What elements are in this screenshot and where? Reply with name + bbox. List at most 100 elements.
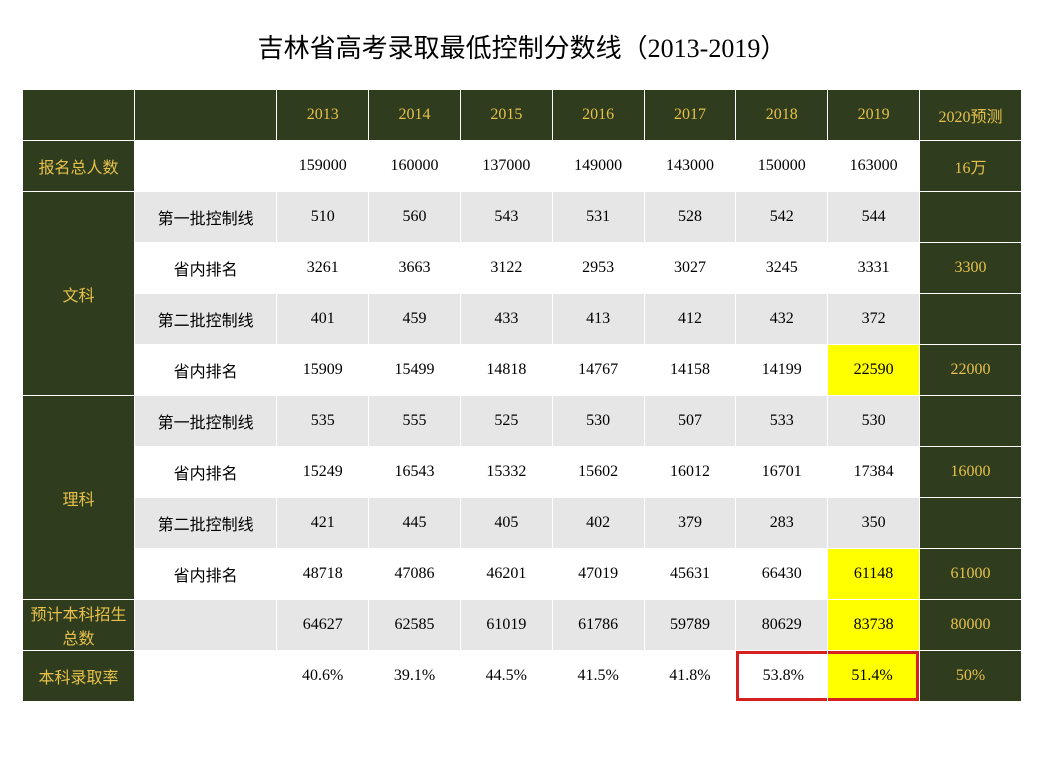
header-row: 2013 2014 2015 2016 2017 2018 2019 2020预…	[23, 90, 1022, 141]
wen-rank1-2015: 3122	[460, 243, 552, 294]
wen-rank2-2015: 14818	[460, 345, 552, 396]
wen-tier1-2016: 531	[552, 192, 644, 243]
total-2016: 149000	[552, 141, 644, 192]
wen-rank2-2017: 14158	[644, 345, 736, 396]
row-li-rank1: 省内排名 15249 16543 15332 15602 16012 16701…	[23, 447, 1022, 498]
wen-rank1-2018: 3245	[736, 243, 828, 294]
li-tier1-2013: 535	[277, 396, 369, 447]
wen-tier2-label: 第二批控制线	[135, 294, 277, 345]
li-rank1-2015: 15332	[460, 447, 552, 498]
wen-tier1-label: 第一批控制线	[135, 192, 277, 243]
wen-tier2-pred	[919, 294, 1021, 345]
wen-tier1-2015: 543	[460, 192, 552, 243]
row-luqu: 本科录取率 40.6% 39.1% 44.5% 41.5% 41.8% 53.8…	[23, 651, 1022, 702]
row-wen-rank2: 省内排名 15909 15499 14818 14767 14158 14199…	[23, 345, 1022, 396]
page-title: 吉林省高考录取最低控制分数线（2013-2019）	[0, 0, 1044, 89]
total-2018: 150000	[736, 141, 828, 192]
li-tier1-2016: 530	[552, 396, 644, 447]
row-benke-total: 预计本科招生总数 64627 62585 61019 61786 59789 8…	[23, 600, 1022, 651]
year-2015: 2015	[460, 90, 552, 141]
wen-rank1-label: 省内排名	[135, 243, 277, 294]
total-2014: 160000	[369, 141, 461, 192]
li-tier2-2019: 350	[828, 498, 920, 549]
year-2017: 2017	[644, 90, 736, 141]
total-2013: 159000	[277, 141, 369, 192]
li-tier2-2017: 379	[644, 498, 736, 549]
li-tier2-2014: 445	[369, 498, 461, 549]
wen-tier2-2019: 372	[828, 294, 920, 345]
li-tier2-2013: 421	[277, 498, 369, 549]
row-wen-rank1: 省内排名 3261 3663 3122 2953 3027 3245 3331 …	[23, 243, 1022, 294]
luqu-2015: 44.5%	[460, 651, 552, 702]
wen-tier2-2018: 432	[736, 294, 828, 345]
wen-tier2-2016: 413	[552, 294, 644, 345]
luqu-2019: 51.4%	[828, 651, 920, 702]
luqu-2013: 40.6%	[277, 651, 369, 702]
li-rank1-2014: 16543	[369, 447, 461, 498]
label-wen: 文科	[23, 192, 135, 396]
benke-2014: 62585	[369, 600, 461, 651]
wen-tier1-2019: 544	[828, 192, 920, 243]
benke-2019: 83738	[828, 600, 920, 651]
li-tier2-2015: 405	[460, 498, 552, 549]
wen-rank2-2014: 15499	[369, 345, 461, 396]
wen-tier1-2017: 528	[644, 192, 736, 243]
year-2019: 2019	[828, 90, 920, 141]
total-2017: 143000	[644, 141, 736, 192]
li-rank2-2013: 48718	[277, 549, 369, 600]
wen-rank1-2019: 3331	[828, 243, 920, 294]
li-rank2-2018: 66430	[736, 549, 828, 600]
benke-2018: 80629	[736, 600, 828, 651]
li-rank2-label: 省内排名	[135, 549, 277, 600]
header-blank-2	[135, 90, 277, 141]
li-tier1-label: 第一批控制线	[135, 396, 277, 447]
wen-tier1-2018: 542	[736, 192, 828, 243]
wen-rank1-pred: 3300	[919, 243, 1021, 294]
wen-tier2-2017: 412	[644, 294, 736, 345]
wen-rank1-2017: 3027	[644, 243, 736, 294]
li-rank1-2017: 16012	[644, 447, 736, 498]
total-blank	[135, 141, 277, 192]
luqu-pred: 50%	[919, 651, 1021, 702]
total-2019: 163000	[828, 141, 920, 192]
year-pred: 2020预测	[919, 90, 1021, 141]
redbox-left: 53.8%	[736, 651, 827, 701]
benke-2016: 61786	[552, 600, 644, 651]
li-rank1-2019: 17384	[828, 447, 920, 498]
li-rank1-label: 省内排名	[135, 447, 277, 498]
benke-2017: 59789	[644, 600, 736, 651]
li-tier2-2016: 402	[552, 498, 644, 549]
luqu-blank	[135, 651, 277, 702]
li-rank1-2016: 15602	[552, 447, 644, 498]
li-tier1-2018: 533	[736, 396, 828, 447]
wen-rank1-2013: 3261	[277, 243, 369, 294]
li-rank2-2015: 46201	[460, 549, 552, 600]
label-li: 理科	[23, 396, 135, 600]
luqu-2014: 39.1%	[369, 651, 461, 702]
li-tier1-2015: 525	[460, 396, 552, 447]
li-tier1-2017: 507	[644, 396, 736, 447]
wen-rank2-2019: 22590	[828, 345, 920, 396]
year-2013: 2013	[277, 90, 369, 141]
li-rank1-2013: 15249	[277, 447, 369, 498]
wen-rank2-2013: 15909	[277, 345, 369, 396]
li-rank2-2017: 45631	[644, 549, 736, 600]
header-blank-1	[23, 90, 135, 141]
row-li-tier2: 第二批控制线 421 445 405 402 379 283 350	[23, 498, 1022, 549]
li-rank1-2018: 16701	[736, 447, 828, 498]
luqu-2016: 41.5%	[552, 651, 644, 702]
total-pred: 16万	[919, 141, 1021, 192]
wen-tier1-2013: 510	[277, 192, 369, 243]
score-table: 2013 2014 2015 2016 2017 2018 2019 2020预…	[22, 89, 1022, 702]
wen-rank2-2016: 14767	[552, 345, 644, 396]
label-benke-total: 预计本科招生总数	[23, 600, 135, 651]
benke-2015: 61019	[460, 600, 552, 651]
li-tier1-2019: 530	[828, 396, 920, 447]
year-2014: 2014	[369, 90, 461, 141]
luqu-2018: 53.8%	[736, 651, 828, 702]
year-2018: 2018	[736, 90, 828, 141]
wen-tier1-pred	[919, 192, 1021, 243]
benke-blank	[135, 600, 277, 651]
li-rank1-pred: 16000	[919, 447, 1021, 498]
label-total: 报名总人数	[23, 141, 135, 192]
